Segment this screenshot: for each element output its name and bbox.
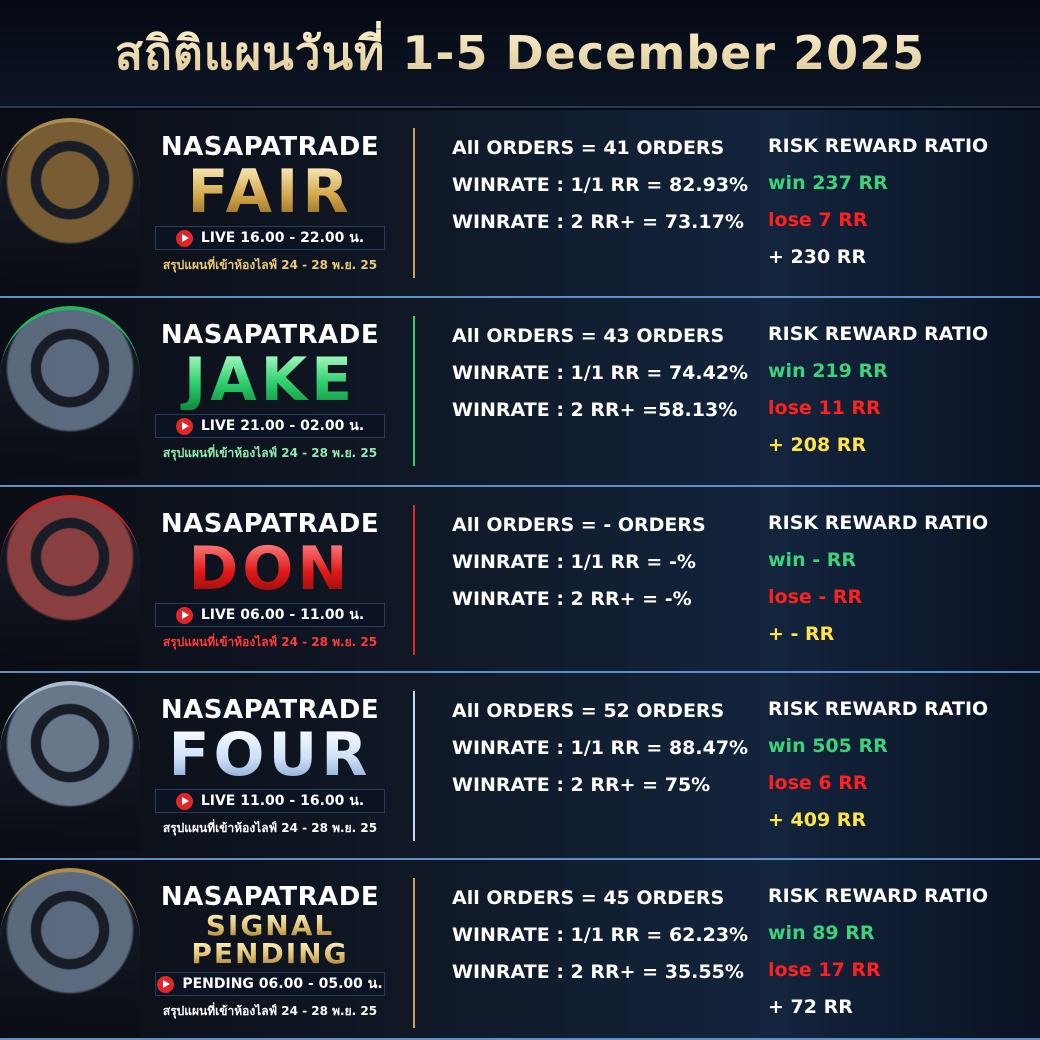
plan-name: SIGNAL (140, 912, 400, 940)
live-time: LIVE 21.00 - 02.00 น. (200, 418, 365, 434)
plan-name: JAKE (140, 350, 400, 410)
divider (413, 505, 415, 655)
rr-net: + 208 RR (768, 434, 867, 456)
divider (413, 316, 415, 466)
page-title: สถิติแผนวันที่ 1-5 December 2025 (115, 17, 925, 90)
plan-brand: NASAPATRADE SIGNAL PENDING PENDING 06.00 … (140, 882, 400, 1021)
plan-brand: NASAPATRADE FOUR LIVE 11.00 - 16.00 น. ส… (140, 695, 400, 838)
plan-panel-don: NASAPATRADE DON LIVE 06.00 - 11.00 น. สร… (0, 487, 1040, 673)
summary-text: สรุปแผนที่เข้าห้องไลฟ์ 24 - 28 พ.ย. 25 (162, 821, 378, 835)
order-stats: All ORDERS = 41 ORDERS WINRATE : 1/1 RR … (452, 130, 748, 241)
play-icon (175, 229, 193, 247)
brand-name: NASAPATRADE (160, 320, 380, 350)
play-icon (175, 417, 193, 435)
brand-name: NASAPATRADE (160, 509, 380, 539)
risk-reward: RISK REWARD RATIO win 219 RR lose 11 RR … (768, 316, 988, 464)
rr-win: win 237 RR (768, 172, 888, 194)
rr-lose: lose 7 RR (768, 209, 868, 231)
winrate-2rr: WINRATE : 2 RR+ = 75% (452, 774, 711, 796)
risk-reward: RISK REWARD RATIO win 89 RR lose 17 RR +… (768, 878, 988, 1026)
plan-name-2: PENDING (140, 940, 400, 968)
divider (413, 691, 415, 841)
astronaut-image (0, 868, 140, 1038)
live-schedule-badge: LIVE 16.00 - 22.00 น. (155, 226, 385, 250)
rr-title: RISK REWARD RATIO (768, 698, 989, 720)
rr-lose: lose 6 RR (768, 772, 868, 794)
brand-name: NASAPATRADE (160, 695, 380, 725)
winrate-2rr: WINRATE : 2 RR+ = 73.17% (452, 211, 744, 233)
rr-win: win 219 RR (768, 360, 888, 382)
plan-brand: NASAPATRADE FAIR LIVE 16.00 - 22.00 น. ส… (140, 132, 400, 275)
rr-title: RISK REWARD RATIO (768, 135, 989, 157)
risk-reward: RISK REWARD RATIO win 505 RR lose 6 RR +… (768, 691, 988, 839)
plan-name: DON (140, 539, 400, 599)
divider (413, 878, 415, 1028)
rr-win: win 505 RR (768, 735, 888, 757)
winrate-2rr: WINRATE : 2 RR+ = -% (452, 588, 692, 610)
summary-text: สรุปแผนที่เข้าห้องไลฟ์ 24 - 28 พ.ย. 25 (162, 635, 378, 649)
rr-title: RISK REWARD RATIO (768, 323, 989, 345)
astronaut-image (0, 681, 140, 851)
winrate-1rr: WINRATE : 1/1 RR = 88.47% (452, 737, 749, 759)
all-orders: All ORDERS = 45 ORDERS (452, 887, 725, 909)
rr-win: win 89 RR (768, 922, 875, 944)
plan-panel-fair: NASAPATRADE FAIR LIVE 16.00 - 22.00 น. ส… (0, 110, 1040, 298)
all-orders: All ORDERS = 41 ORDERS (452, 137, 725, 159)
play-icon (175, 606, 193, 624)
play-icon (175, 792, 193, 810)
rr-net: + 72 RR (768, 996, 853, 1018)
astronaut-image (0, 306, 140, 476)
rr-net: + 230 RR (768, 246, 867, 268)
astronaut-image (0, 495, 140, 665)
winrate-2rr: WINRATE : 2 RR+ =58.13% (452, 399, 738, 421)
plan-name: FAIR (140, 162, 400, 222)
winrate-1rr: WINRATE : 1/1 RR = 82.93% (452, 174, 749, 196)
order-stats: All ORDERS = 52 ORDERS WINRATE : 1/1 RR … (452, 693, 748, 804)
live-time: LIVE 06.00 - 11.00 น. (200, 607, 365, 623)
plan-brand: NASAPATRADE DON LIVE 06.00 - 11.00 น. สร… (140, 509, 400, 652)
risk-reward: RISK REWARD RATIO win - RR lose - RR + -… (768, 505, 988, 653)
order-stats: All ORDERS = - ORDERS WINRATE : 1/1 RR =… (452, 507, 706, 618)
live-time: LIVE 16.00 - 22.00 น. (200, 230, 365, 246)
play-icon (157, 975, 175, 993)
rr-title: RISK REWARD RATIO (768, 885, 989, 907)
header-banner: สถิติแผนวันที่ 1-5 December 2025 (0, 0, 1040, 108)
all-orders: All ORDERS = 43 ORDERS (452, 325, 725, 347)
rr-win: win - RR (768, 549, 856, 571)
live-schedule-badge: PENDING 06.00 - 05.00 น. (155, 972, 385, 996)
risk-reward: RISK REWARD RATIO win 237 RR lose 7 RR +… (768, 128, 988, 276)
live-time: PENDING 06.00 - 05.00 น. (182, 976, 383, 992)
all-orders: All ORDERS = - ORDERS (452, 514, 706, 536)
rr-lose: lose 11 RR (768, 397, 881, 419)
astronaut-image (0, 118, 140, 288)
plan-panel-jake: NASAPATRADE JAKE LIVE 21.00 - 02.00 น. ส… (0, 298, 1040, 487)
order-stats: All ORDERS = 43 ORDERS WINRATE : 1/1 RR … (452, 318, 748, 429)
winrate-1rr: WINRATE : 1/1 RR = 74.42% (452, 362, 749, 384)
plan-name: FOUR (140, 725, 400, 785)
plan-panel-signal: NASAPATRADE SIGNAL PENDING PENDING 06.00 … (0, 860, 1040, 1040)
live-schedule-badge: LIVE 06.00 - 11.00 น. (155, 603, 385, 627)
rr-net: + - RR (768, 623, 835, 645)
brand-name: NASAPATRADE (160, 882, 380, 912)
plan-panel-four: NASAPATRADE FOUR LIVE 11.00 - 16.00 น. ส… (0, 673, 1040, 860)
rr-lose: lose - RR (768, 586, 863, 608)
live-schedule-badge: LIVE 11.00 - 16.00 น. (155, 789, 385, 813)
brand-name: NASAPATRADE (160, 132, 380, 162)
rr-lose: lose 17 RR (768, 959, 881, 981)
live-time: LIVE 11.00 - 16.00 น. (200, 793, 365, 809)
order-stats: All ORDERS = 45 ORDERS WINRATE : 1/1 RR … (452, 880, 748, 991)
plan-brand: NASAPATRADE JAKE LIVE 21.00 - 02.00 น. ส… (140, 320, 400, 463)
summary-text: สรุปแผนที่เข้าห้องไลฟ์ 24 - 28 พ.ย. 25 (162, 1004, 378, 1018)
all-orders: All ORDERS = 52 ORDERS (452, 700, 725, 722)
live-schedule-badge: LIVE 21.00 - 02.00 น. (155, 414, 385, 438)
divider (413, 128, 415, 278)
winrate-1rr: WINRATE : 1/1 RR = -% (452, 551, 696, 573)
winrate-2rr: WINRATE : 2 RR+ = 35.55% (452, 961, 744, 983)
summary-text: สรุปแผนที่เข้าห้องไลฟ์ 24 - 28 พ.ย. 25 (162, 258, 378, 272)
winrate-1rr: WINRATE : 1/1 RR = 62.23% (452, 924, 749, 946)
rr-title: RISK REWARD RATIO (768, 512, 989, 534)
rr-net: + 409 RR (768, 809, 867, 831)
summary-text: สรุปแผนที่เข้าห้องไลฟ์ 24 - 28 พ.ย. 25 (162, 446, 378, 460)
